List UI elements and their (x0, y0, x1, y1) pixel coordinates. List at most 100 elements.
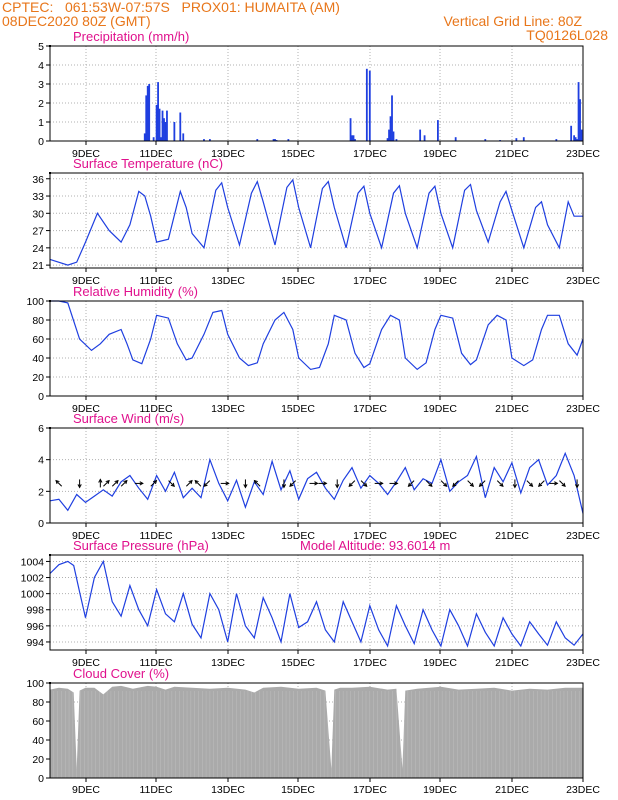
wind-xtick-label: 9DEC (72, 530, 100, 542)
run-id: TQ0126L028 (526, 27, 608, 43)
wind-vector-head (335, 484, 340, 489)
precipitation-bar (158, 108, 161, 141)
pressure-corner (49, 554, 51, 556)
humidity-ytick-label: 60 (32, 334, 44, 346)
precipitation-xtick-label: 19DEC (423, 148, 457, 160)
wind-vector-head (152, 479, 158, 485)
wind-vector-head (394, 481, 399, 486)
temperature-corner (49, 172, 51, 174)
precipitation-xtick-label: 21DEC (495, 148, 529, 160)
precipitation-xtick-label: 11DEC (139, 148, 172, 160)
wind-vector-head (452, 482, 457, 487)
wind-vector-shaft (111, 480, 119, 487)
precipitation-bar (386, 138, 389, 141)
precipitation-xtick-label: 17DEC (353, 148, 387, 160)
wind-xtick-label: 17DEC (353, 530, 387, 542)
temperature-xtick-label: 19DEC (423, 275, 457, 287)
wind-vector-head (428, 482, 433, 487)
wind-vector-head (314, 481, 319, 486)
precipitation-bar (484, 139, 487, 141)
wind-vector-shaft (440, 480, 448, 487)
pressure-panel (46, 554, 584, 654)
wind-vector-head (512, 484, 518, 489)
wind-vector-shaft (168, 480, 175, 487)
precipitation-bar (574, 137, 577, 141)
wind-vector-head (55, 479, 60, 485)
wind-vector-arrow (389, 481, 399, 486)
wind-vector-arrow (335, 479, 340, 489)
wind-vector-arrow (526, 480, 534, 487)
wind-vector-arrow (478, 480, 486, 487)
humidity-title: Relative Humidity (%) (73, 284, 198, 299)
humidity-frame (49, 300, 584, 397)
wind-vector-head (203, 482, 208, 487)
wind-vector-arrow (574, 479, 580, 489)
wind-vector-head (98, 478, 103, 483)
wind-vector-head (574, 484, 580, 489)
wind-ytick-label: 2 (38, 486, 44, 498)
temperature-panel (46, 172, 584, 272)
wind-vector-arrow (467, 480, 475, 487)
wind-ytick-label: 0 (38, 518, 44, 530)
precipitation-bar (143, 133, 146, 141)
wind-vector-shaft (479, 480, 486, 487)
precipitation-bar (287, 139, 290, 141)
wind-vector-arrow (220, 481, 230, 486)
humidity-xtick-label: 21DEC (495, 403, 529, 415)
wind-vector-arrow (194, 479, 202, 487)
wind-vector-arrow (309, 481, 319, 486)
humidity-xtick-label: 13DEC (211, 403, 245, 415)
wind-vector-arrow (549, 481, 559, 486)
precipitation-bar (146, 85, 149, 141)
wind-vector-shaft (408, 480, 415, 487)
cloud-xtick-label: 11DEC (139, 784, 172, 796)
pressure-xtick-label: 21DEC (495, 657, 529, 669)
pressure-ytick-label: 998 (26, 605, 44, 617)
precipitation-bar (164, 122, 167, 141)
precipitation-bar (179, 112, 182, 141)
cloud-xtick-label: 9DEC (72, 784, 100, 796)
cloud-ytick-label: 0 (38, 773, 44, 785)
precipitation-bar (454, 137, 457, 141)
precipitation-bar (155, 104, 158, 141)
wind-vector-head (323, 481, 328, 486)
pressure-subtitle: Model Altitude: 93.6014 m (300, 538, 450, 553)
wind-vector-arrow (440, 480, 448, 487)
wind-vector-arrow (348, 480, 356, 487)
wind-vector-head (407, 482, 412, 487)
wind-vector-shaft (150, 480, 157, 487)
wind-corner (49, 427, 51, 429)
temperature-xtick-label: 21DEC (495, 275, 529, 287)
wind-vector-shaft (425, 480, 433, 487)
wind-vector-head (379, 481, 384, 486)
pressure-ytick-label: 994 (26, 637, 44, 649)
precipitation-bar (209, 139, 211, 141)
wind-vector-arrow (281, 479, 287, 489)
humidity-ytick-label: 0 (38, 391, 44, 403)
precipitation-ytick-label: 0 (38, 136, 44, 148)
precipitation-bar (555, 139, 558, 141)
wind-vector-arrow (289, 480, 296, 487)
precipitation-bar (256, 139, 259, 141)
wind-vector-arrow (496, 480, 504, 487)
precipitation-bar (395, 139, 398, 141)
precipitation-xtick-label: 23DEC (566, 148, 600, 160)
wind-vector-arrow (559, 480, 566, 487)
temperature-xtick-label: 15DEC (281, 275, 315, 287)
wind-vector-head (289, 482, 294, 487)
pressure-xtick-label: 19DEC (423, 657, 457, 669)
pressure-ytick-label: 1000 (21, 589, 45, 601)
pressure-ytick-label: 1002 (21, 573, 45, 585)
wind-vector-shaft (348, 480, 356, 487)
precipitation-xtick-label: 13DEC (211, 148, 245, 160)
wind-vector-head (105, 479, 110, 485)
cloud-area (50, 685, 583, 778)
precipitation-bar (160, 137, 162, 141)
wind-vector-shaft (203, 480, 211, 487)
precipitation-bar (522, 137, 525, 141)
wind-vector-head (123, 479, 128, 485)
precipitation-corner (49, 45, 51, 47)
precipitation-ytick-label: 5 (38, 41, 44, 53)
pressure-xtick-label: 9DEC (72, 657, 100, 669)
precipitation-bar (391, 95, 393, 141)
